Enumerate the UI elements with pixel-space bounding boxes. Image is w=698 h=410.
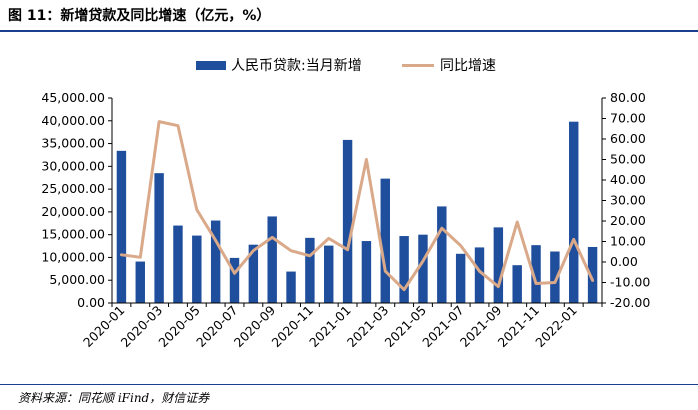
bar-2020-03	[154, 173, 164, 303]
x-tick-label: 2022-01	[532, 303, 580, 351]
y-axis-left: 0.00 5,000.00 10,000.00 15,000.00 20,000.00 2…	[41, 90, 113, 310]
bar-2021-10	[512, 265, 522, 303]
y-right-tick-label: -20.00	[610, 295, 650, 310]
source-rule	[0, 384, 698, 385]
bar-2021-02	[361, 241, 372, 303]
bar-2020-07	[229, 257, 240, 303]
bar-2020-08	[248, 244, 259, 303]
line-series	[119, 120, 595, 292]
y-right-tick-label: 40.00	[610, 172, 646, 187]
bar-2022-02	[587, 246, 598, 303]
bar-2021-11	[531, 245, 541, 303]
bar-2021-03	[380, 178, 390, 303]
y-left-tick-label: 45,000.00	[41, 90, 105, 105]
y-right-tick-label: 50.00	[610, 152, 646, 167]
bar-2021-12	[550, 251, 560, 303]
y-left-tick-label: 10,000.00	[41, 249, 105, 264]
y-right-tick-label: 0.00	[610, 254, 638, 269]
y-left-tick-label: 30,000.00	[41, 158, 105, 173]
y-right-tick-label: -10.00	[610, 275, 650, 290]
bar-2020-05	[192, 235, 202, 303]
bar-2021-01	[342, 139, 353, 303]
y-left-tick-label: 35,000.00	[41, 136, 105, 151]
bar-2020-11	[305, 237, 315, 303]
bar-2022-01	[569, 121, 579, 303]
bar-series	[116, 121, 598, 303]
bar-2021-04	[399, 236, 409, 303]
bar-2021-07	[455, 253, 466, 303]
line-growth-rate	[119, 120, 595, 292]
y-axis-right: -20.00 -10.00 0.00 10.00 20.00 30.00 40.00 50.0…	[601, 90, 650, 310]
bar-2020-10	[286, 271, 296, 303]
y-right-tick-label: 10.00	[610, 234, 646, 249]
bar-2020-06	[210, 220, 221, 303]
legend-swatch-bar	[196, 61, 226, 70]
bar-2020-12	[324, 245, 334, 303]
chart: 人民币贷款:当月新增 同比增速 0.00 5,000.00 10,000.00 15,0…	[41, 58, 650, 351]
y-left-tick-label: 20,000.00	[41, 204, 105, 219]
source-note: 资料来源：同花顺 iFind，财信证券	[18, 391, 210, 405]
bar-2020-04	[173, 225, 183, 303]
y-left-tick-label: 5,000.00	[49, 272, 105, 287]
y-left-tick-label: 0.00	[77, 295, 105, 310]
x-axis: 2020-012020-032020-052020-072020-092020-…	[80, 302, 603, 351]
bar-2020-01	[116, 150, 127, 303]
bar-2021-09	[493, 227, 504, 303]
legend: 人民币贷款:当月新增 同比增速	[196, 58, 496, 74]
bar-2021-05	[418, 234, 428, 303]
bar-2020-02	[135, 261, 145, 303]
y-right-tick-label: 30.00	[610, 193, 646, 208]
y-left-tick-label: 15,000.00	[41, 227, 105, 242]
y-right-tick-label: 70.00	[610, 111, 646, 126]
legend-label-bar: 人民币贷款:当月新增	[231, 58, 362, 74]
bar-2021-08	[474, 247, 485, 303]
title-rule	[0, 30, 698, 32]
bar-2021-06	[437, 206, 447, 303]
legend-label-line: 同比增速	[440, 58, 496, 74]
y-right-tick-label: 80.00	[610, 90, 646, 105]
figure-title: 图 11：新增贷款及同比增速（亿元，%）	[8, 8, 271, 24]
bar-2020-09	[267, 216, 277, 303]
y-left-tick-label: 25,000.00	[41, 181, 105, 196]
y-right-tick-label: 60.00	[610, 131, 646, 146]
y-right-tick-label: 20.00	[610, 213, 646, 228]
y-left-tick-label: 40,000.00	[41, 113, 105, 128]
